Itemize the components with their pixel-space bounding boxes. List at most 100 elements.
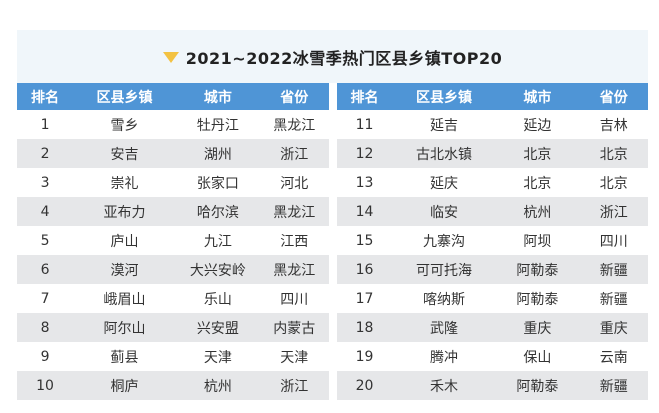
table-cell: 乐山: [175, 284, 260, 313]
col-header-district: 区县乡镇: [73, 83, 176, 110]
table-cell: 新疆: [579, 371, 648, 400]
col-header-province: 省份: [579, 83, 648, 110]
table-cell: 内蒙古: [259, 313, 329, 342]
table-cell: 安吉: [73, 139, 176, 168]
table-row: 19 腾冲 保山 云南: [336, 342, 648, 371]
table-cell: 崇礼: [73, 168, 176, 197]
table-cell: 18: [336, 313, 393, 342]
table-cell: 北京: [579, 168, 648, 197]
table-row: 13 延庆 北京 北京: [336, 168, 648, 197]
table-cell: 蓟县: [73, 342, 176, 371]
table-cell: 大兴安岭: [175, 255, 260, 284]
title-band: 2021~2022冰雪季热门区县乡镇TOP20: [17, 30, 648, 83]
table-cell: 4: [17, 197, 74, 226]
table-row: 12 古北水镇 北京 北京: [336, 139, 648, 168]
table-cell: 黑龙江: [259, 255, 329, 284]
table-row: 3 崇礼 张家口 河北: [17, 168, 329, 197]
table-cell: 杭州: [495, 197, 580, 226]
table-row: 7 峨眉山 乐山 四川: [17, 284, 329, 313]
tables-row: 排名 区县乡镇 城市 省份 1 雪乡 牡丹江 黑龙江 2 安吉 湖州 浙江 3 崇礼 张家口 河北 4 亚…: [17, 83, 648, 400]
table-row: 15 九寨沟 阿坝 四川: [336, 226, 648, 255]
table-cell: 重庆: [495, 313, 580, 342]
table-header-right: 排名 区县乡镇 城市 省份: [336, 83, 648, 110]
table-cell: 13: [336, 168, 393, 197]
col-header-city: 城市: [495, 83, 580, 110]
table-cell: 12: [336, 139, 393, 168]
page-title: 2021~2022冰雪季热门区县乡镇TOP20: [185, 48, 503, 68]
table-cell: 雪乡: [73, 110, 176, 139]
table-cell: 牡丹江: [175, 110, 260, 139]
table-cell: 阿勒泰: [495, 255, 580, 284]
table-cell: 14: [336, 197, 393, 226]
table-row: 8 阿尔山 兴安盟 内蒙古: [17, 313, 329, 342]
table-cell: 漠河: [73, 255, 176, 284]
table-cell: 九寨沟: [392, 226, 496, 255]
table-cell: 临安: [392, 197, 496, 226]
table-row: 2 安吉 湖州 浙江: [17, 139, 329, 168]
table-row: 20 禾木 阿勒泰 新疆: [336, 371, 648, 400]
table-row: 1 雪乡 牡丹江 黑龙江: [17, 110, 329, 139]
table-cell: 浙江: [259, 371, 329, 400]
table-cell: 10: [17, 371, 74, 400]
table-cell: 5: [17, 226, 74, 255]
table-cell: 北京: [579, 139, 648, 168]
table-cell: 9: [17, 342, 74, 371]
table-row: 16 可可托海 阿勒泰 新疆: [336, 255, 648, 284]
table-row: 4 亚布力 哈尔滨 黑龙江: [17, 197, 329, 226]
ranking-table-left: 排名 区县乡镇 城市 省份 1 雪乡 牡丹江 黑龙江 2 安吉 湖州 浙江 3 崇礼 张家口 河北 4 亚…: [17, 83, 329, 400]
table-cell: 四川: [259, 284, 329, 313]
table-cell: 延庆: [392, 168, 496, 197]
table-cell: 新疆: [579, 255, 648, 284]
table-cell: 2: [17, 139, 74, 168]
table-cell: 张家口: [175, 168, 260, 197]
table-cell: 保山: [495, 342, 580, 371]
table-cell: 延边: [495, 110, 580, 139]
table-cell: 九江: [175, 226, 260, 255]
table-cell: 20: [336, 371, 393, 400]
table-row: 11 延吉 延边 吉林: [336, 110, 648, 139]
table-cell: 新疆: [579, 284, 648, 313]
table-cell: 3: [17, 168, 74, 197]
header-row: 排名 区县乡镇 城市 省份: [336, 83, 648, 110]
col-header-city: 城市: [175, 83, 260, 110]
table-cell: 天津: [259, 342, 329, 371]
table-cell: 禾木: [392, 371, 496, 400]
table-header-left: 排名 区县乡镇 城市 省份: [17, 83, 329, 110]
table-cell: 兴安盟: [175, 313, 260, 342]
col-header-district: 区县乡镇: [392, 83, 496, 110]
table-cell: 浙江: [579, 197, 648, 226]
table-cell: 11: [336, 110, 393, 139]
table-cell: 北京: [495, 168, 580, 197]
table-cell: 江西: [259, 226, 329, 255]
table-cell: 腾冲: [392, 342, 496, 371]
table-row: 9 蓟县 天津 天津: [17, 342, 329, 371]
table-body-left: 1 雪乡 牡丹江 黑龙江 2 安吉 湖州 浙江 3 崇礼 张家口 河北 4 亚布力 哈尔滨 黑龙江 5 庐山 九江江…: [17, 110, 329, 400]
table-cell: 6: [17, 255, 74, 284]
table-cell: 四川: [579, 226, 648, 255]
table-cell: 河北: [259, 168, 329, 197]
table-cell: 黑龙江: [259, 110, 329, 139]
table-cell: 15: [336, 226, 393, 255]
col-header-rank: 排名: [336, 83, 393, 110]
col-header-rank: 排名: [17, 83, 74, 110]
table-cell: 天津: [175, 342, 260, 371]
table-cell: 重庆: [579, 313, 648, 342]
table-cell: 峨眉山: [73, 284, 176, 313]
table-cell: 7: [17, 284, 74, 313]
table-cell: 庐山: [73, 226, 176, 255]
table-cell: 北京: [495, 139, 580, 168]
table-cell: 阿勒泰: [495, 284, 580, 313]
table-row: 10 桐庐 杭州 浙江: [17, 371, 329, 400]
table-row: 14 临安 杭州 浙江: [336, 197, 648, 226]
table-cell: 桐庐: [73, 371, 176, 400]
table-row: 6 漠河 大兴安岭 黑龙江: [17, 255, 329, 284]
table-cell: 黑龙江: [259, 197, 329, 226]
table-cell: 19: [336, 342, 393, 371]
table-cell: 16: [336, 255, 393, 284]
triangle-down-icon: [162, 52, 179, 63]
table-body-right: 11 延吉 延边 吉林 12 古北水镇 北京 北京 13 延庆 北京 北京 14 临安 杭州 浙江 15 九寨沟阿…: [336, 110, 648, 400]
table-cell: 1: [17, 110, 74, 139]
header-row: 排名 区县乡镇 城市 省份: [17, 83, 329, 110]
